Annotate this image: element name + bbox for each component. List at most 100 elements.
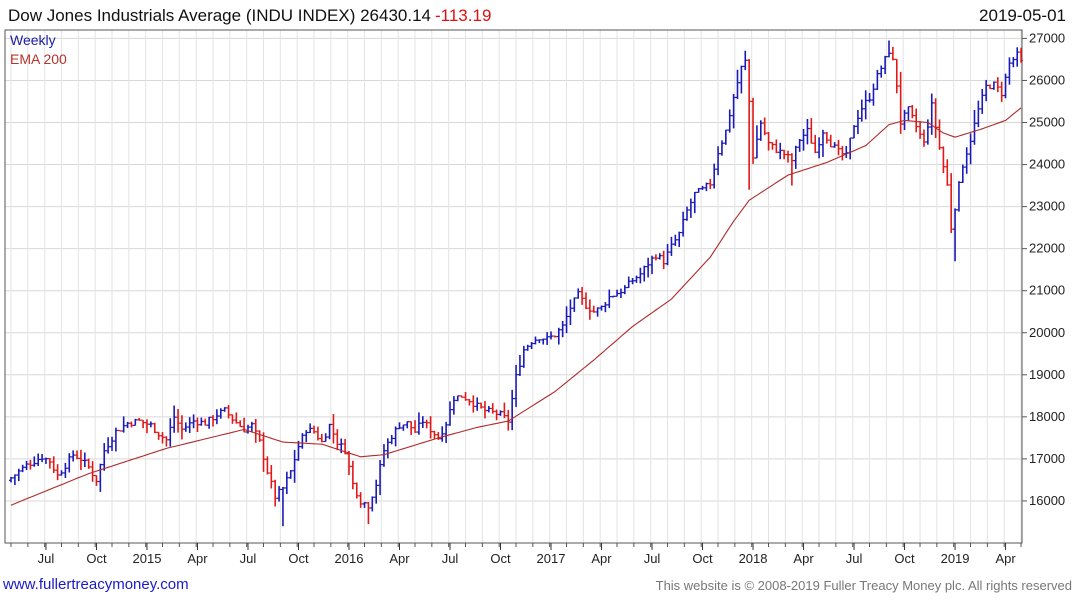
weekly-bar xyxy=(653,254,658,261)
weekly-bar xyxy=(984,79,989,102)
weekly-bar xyxy=(801,128,806,151)
weekly-bar xyxy=(494,409,499,421)
weekly-bar xyxy=(354,482,359,499)
weekly-bar xyxy=(933,98,938,138)
weekly-bar xyxy=(98,463,103,492)
chart-date: 2019-05-01 xyxy=(979,6,1066,25)
weekly-bar xyxy=(681,211,686,237)
weekly-bar xyxy=(669,236,674,256)
x-tick-label: Apr xyxy=(995,551,1016,566)
weekly-bar xyxy=(836,139,841,156)
weekly-bar xyxy=(312,425,317,434)
weekly-bar xyxy=(832,142,837,148)
weekly-bar xyxy=(797,138,802,152)
x-tick-label: 2019 xyxy=(941,551,970,566)
y-tick-label: 19000 xyxy=(1029,367,1065,382)
weekly-bar xyxy=(840,145,845,161)
weekly-bar xyxy=(517,355,522,376)
weekly-bar xyxy=(40,453,45,463)
weekly-bar xyxy=(55,464,60,481)
weekly-bar xyxy=(218,408,223,419)
weekly-bar xyxy=(125,421,130,428)
weekly-bar xyxy=(471,395,476,413)
weekly-bar xyxy=(743,50,748,71)
weekly-bar xyxy=(273,479,278,507)
weekly-bar xyxy=(129,421,134,428)
weekly-bar xyxy=(436,431,441,440)
weekly-bar xyxy=(43,457,48,464)
weekly-bar xyxy=(90,461,95,482)
weekly-bar xyxy=(673,234,678,246)
weekly-bar xyxy=(607,289,612,309)
weekly-bar xyxy=(529,341,534,350)
weekly-bar xyxy=(110,436,115,451)
weekly-bar xyxy=(389,434,394,445)
weekly-bar xyxy=(1019,47,1024,63)
weekly-bar xyxy=(890,46,895,61)
x-tick-label: Jul xyxy=(846,551,863,566)
weekly-bar xyxy=(972,109,977,145)
weekly-bar xyxy=(587,299,592,320)
weekly-bar xyxy=(172,405,177,433)
y-tick-label: 21000 xyxy=(1029,283,1065,298)
weekly-bar xyxy=(782,149,787,160)
y-tick-label: 27000 xyxy=(1029,30,1065,45)
y-tick-label: 18000 xyxy=(1029,409,1065,424)
weekly-bar xyxy=(642,265,647,282)
weekly-bar xyxy=(925,119,930,145)
weekly-bar xyxy=(261,432,266,472)
x-tick-label: Jul xyxy=(442,551,459,566)
weekly-bar xyxy=(117,429,122,432)
weekly-bar xyxy=(207,416,212,429)
weekly-bar xyxy=(793,145,798,169)
weekly-bar xyxy=(280,486,285,527)
weekly-bar xyxy=(754,125,759,159)
weekly-bar xyxy=(556,327,561,345)
weekly-bar xyxy=(183,422,188,432)
chart-title-text: Dow Jones Industrials Average (INDU INDE… xyxy=(8,6,431,25)
weekly-bar xyxy=(650,255,655,275)
x-tick-label: Jul xyxy=(240,551,257,566)
weekly-bar xyxy=(424,419,429,429)
weekly-bar xyxy=(918,121,923,139)
weekly-bar xyxy=(956,181,961,212)
y-tick-label: 20000 xyxy=(1029,325,1065,340)
x-tick-label: Oct xyxy=(490,551,511,566)
weekly-bar xyxy=(397,422,402,430)
weekly-bar xyxy=(137,417,142,421)
weekly-bar xyxy=(739,65,744,94)
weekly-bar xyxy=(362,501,367,508)
weekly-bar xyxy=(887,40,892,58)
weekly-bar xyxy=(638,267,643,284)
weekly-bar xyxy=(502,402,507,419)
weekly-bar xyxy=(758,120,763,141)
weekly-bar xyxy=(824,131,829,144)
weekly-bar xyxy=(576,288,581,299)
weekly-bar xyxy=(937,119,942,150)
weekly-bar xyxy=(59,470,64,476)
weekly-bar xyxy=(9,476,13,483)
weekly-bar xyxy=(432,430,437,439)
website-link[interactable]: www.fullertreacymoney.com xyxy=(3,576,189,593)
weekly-bar xyxy=(968,133,973,165)
weekly-bar xyxy=(323,433,328,443)
weekly-bar xyxy=(1007,57,1012,85)
weekly-bars xyxy=(9,40,1024,527)
weekly-bar xyxy=(541,338,546,345)
legend-weekly: Weekly xyxy=(10,32,56,48)
weekly-bar xyxy=(288,470,293,479)
weekly-bar xyxy=(315,426,320,441)
weekly-bar xyxy=(141,419,146,429)
weekly-bar xyxy=(490,403,495,414)
weekly-bar xyxy=(929,93,934,135)
weekly-bar xyxy=(106,437,111,454)
weekly-bar xyxy=(121,416,126,433)
weekly-bar xyxy=(809,118,814,144)
weekly-bar xyxy=(564,306,569,334)
weekly-bar xyxy=(444,421,449,444)
weekly-bar xyxy=(945,159,950,186)
weekly-bar xyxy=(657,253,662,260)
weekly-bar xyxy=(78,449,83,471)
weekly-bar xyxy=(875,69,880,91)
weekly-bar xyxy=(980,89,985,114)
